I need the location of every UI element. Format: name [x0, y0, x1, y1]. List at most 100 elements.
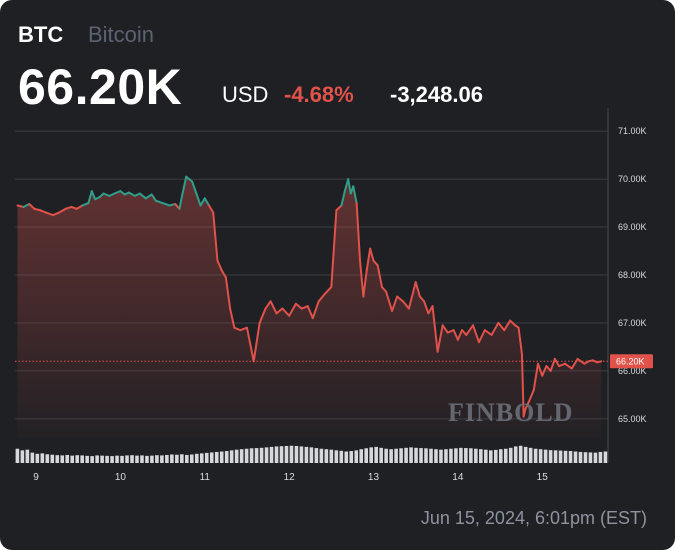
- volume-bar: [60, 455, 65, 463]
- volume-bar: [484, 449, 488, 463]
- price-line-segment: [239, 326, 248, 332]
- volume-bar: [563, 450, 568, 463]
- volume-bar: [140, 455, 144, 463]
- price-line-segment: [22, 203, 31, 208]
- current-price: 66.20K: [18, 59, 183, 115]
- volume-bar: [214, 451, 219, 463]
- price-line-segment: [532, 362, 539, 392]
- price-line-segment: [161, 202, 171, 207]
- volume-bar: [35, 453, 40, 463]
- price-line-segment: [294, 302, 303, 310]
- volume-bar: [229, 450, 234, 463]
- volume-bar: [249, 448, 254, 463]
- currency-label: USD: [222, 82, 269, 107]
- volume-bar: [394, 448, 398, 463]
- price-line-segment: [509, 319, 517, 327]
- price-line-segment: [323, 285, 333, 296]
- price-line-segment: [311, 300, 320, 320]
- price-line-segment: [396, 295, 405, 303]
- watermark: FINBOLD: [448, 398, 574, 427]
- volume-bar: [234, 449, 239, 463]
- price-line-segment: [362, 269, 368, 298]
- volume-bar: [538, 449, 543, 463]
- volume-bar: [479, 449, 483, 463]
- volume-bar: [434, 449, 438, 463]
- volume-bar: [319, 448, 324, 463]
- volume-bar: [374, 446, 378, 463]
- price-line-segment: [414, 281, 421, 298]
- volume-bar: [598, 451, 603, 463]
- price-line-segment: [527, 389, 535, 404]
- price-line-segment: [178, 194, 184, 210]
- volume-bar: [95, 455, 99, 463]
- price-line-segment: [199, 197, 206, 207]
- volume-bar: [120, 455, 124, 463]
- volume-bar: [424, 448, 428, 463]
- x-tick-label: 13: [368, 472, 380, 483]
- volume-bar: [85, 455, 89, 463]
- volume-bar: [279, 446, 284, 463]
- price-line-segment: [45, 211, 54, 217]
- price-line-segment: [51, 211, 60, 217]
- volume-bar: [224, 451, 229, 463]
- timestamp: Jun 15, 2024, 6:01pm (EST): [420, 508, 647, 528]
- price-line-segment: [208, 204, 215, 214]
- price-line-segment: [522, 408, 527, 418]
- price-line-segment: [520, 353, 525, 418]
- price-line-segment: [300, 305, 309, 310]
- price-line-segment: [28, 203, 36, 210]
- volume-bar: [15, 448, 20, 463]
- volume-bar: [528, 447, 533, 463]
- volume-bar: [50, 454, 55, 463]
- volume-bar: [239, 449, 244, 463]
- y-tick-label: 71.00K: [618, 126, 647, 136]
- volume-bar: [568, 451, 573, 463]
- volume-bar: [185, 454, 189, 463]
- price-line-segment: [436, 324, 444, 353]
- volume-bar: [25, 449, 30, 463]
- volume-bar: [150, 455, 154, 463]
- price-line-segment: [185, 175, 194, 183]
- volume-bar: [593, 452, 598, 463]
- price-line-segment: [191, 180, 198, 195]
- price-line-segment: [288, 302, 297, 317]
- volume-bar: [264, 447, 269, 463]
- volume-bar: [429, 448, 433, 463]
- volume-bar: [399, 448, 403, 463]
- volume-bar: [90, 456, 94, 463]
- volume-bar: [80, 455, 84, 463]
- volume-bar: [583, 452, 588, 463]
- volume-bar: [543, 449, 548, 463]
- volume-bar: [40, 453, 45, 463]
- price-line-segment: [380, 285, 388, 293]
- y-tick-label: 68.00K: [618, 270, 647, 280]
- volume-bar: [160, 455, 164, 463]
- price-line-segment: [127, 191, 136, 197]
- volume-bar: [444, 449, 448, 463]
- volume-bar: [199, 453, 204, 463]
- volume-bar: [135, 455, 139, 463]
- price-line-segment: [181, 175, 188, 197]
- price-line-segment: [461, 329, 468, 336]
- volume-bar: [155, 455, 159, 463]
- price-line-segment: [431, 305, 439, 353]
- price-line-segment: [224, 276, 232, 310]
- volume-bar: [459, 447, 463, 463]
- price-line-segment: [465, 324, 475, 336]
- volume-bar: [464, 448, 468, 463]
- volume-bar: [498, 449, 503, 463]
- price-line-segment: [335, 204, 343, 212]
- price-line-segment: [359, 259, 365, 298]
- price-line-segment: [203, 197, 211, 207]
- last-price-label: 66.20K: [616, 356, 645, 366]
- price-area: [17, 176, 602, 438]
- volume-bar: [339, 450, 344, 463]
- volume-bar: [344, 451, 349, 463]
- volume-bar: [578, 451, 583, 463]
- price-line-segment: [452, 329, 459, 341]
- volume-bar: [75, 455, 79, 463]
- volume-bar: [558, 450, 563, 463]
- volume-bar: [389, 449, 393, 463]
- price-line-segment: [275, 307, 284, 315]
